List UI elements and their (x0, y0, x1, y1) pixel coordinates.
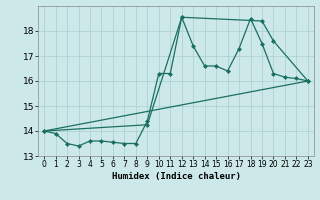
X-axis label: Humidex (Indice chaleur): Humidex (Indice chaleur) (111, 172, 241, 181)
